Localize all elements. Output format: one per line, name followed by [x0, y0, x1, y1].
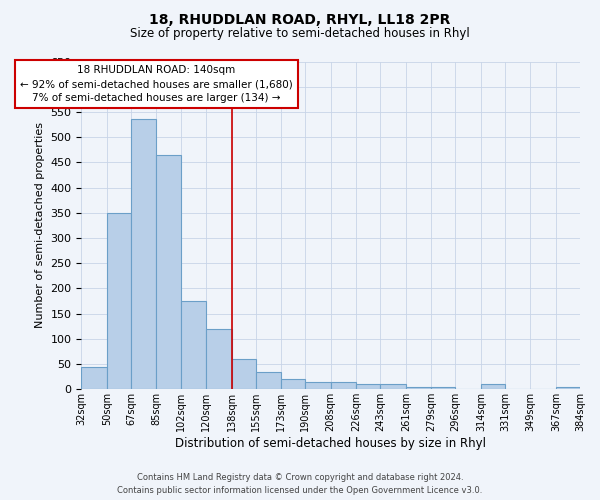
Bar [305, 382, 331, 390]
Bar [481, 384, 505, 390]
Text: Size of property relative to semi-detached houses in Rhyl: Size of property relative to semi-detach… [130, 28, 470, 40]
Bar [281, 379, 305, 390]
Text: 18 RHUDDLAN ROAD: 140sqm
← 92% of semi-detached houses are smaller (1,680)
7% of: 18 RHUDDLAN ROAD: 140sqm ← 92% of semi-d… [20, 65, 293, 103]
Bar [157, 155, 181, 390]
Bar [131, 120, 157, 390]
Bar [431, 387, 455, 390]
Text: 18, RHUDDLAN ROAD, RHYL, LL18 2PR: 18, RHUDDLAN ROAD, RHYL, LL18 2PR [149, 12, 451, 26]
Bar [331, 382, 356, 390]
Bar [82, 366, 107, 390]
Bar [181, 301, 206, 390]
Text: Contains HM Land Registry data © Crown copyright and database right 2024.
Contai: Contains HM Land Registry data © Crown c… [118, 474, 482, 495]
Bar [406, 387, 431, 390]
Bar [556, 387, 580, 390]
Bar [206, 329, 232, 390]
Bar [107, 213, 131, 390]
X-axis label: Distribution of semi-detached houses by size in Rhyl: Distribution of semi-detached houses by … [175, 437, 486, 450]
Bar [380, 384, 406, 390]
Bar [356, 384, 380, 390]
Y-axis label: Number of semi-detached properties: Number of semi-detached properties [35, 122, 45, 328]
Bar [232, 359, 256, 390]
Bar [256, 372, 281, 390]
